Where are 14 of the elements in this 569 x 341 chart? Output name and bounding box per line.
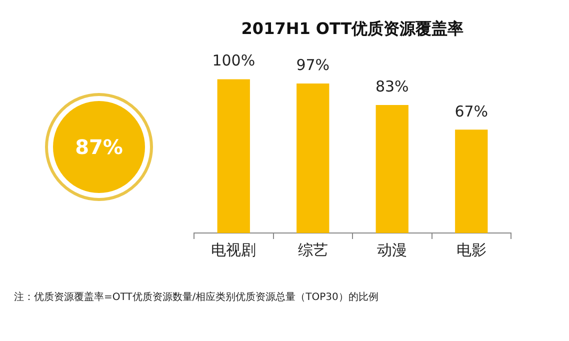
bar <box>376 105 408 233</box>
bar <box>217 79 250 233</box>
chart-title: 2017H1 OTT优质资源覆盖率 <box>241 18 464 38</box>
data-label: 67% <box>454 102 488 120</box>
data-label: 97% <box>296 56 330 74</box>
x-tick-label: 电视剧 <box>211 240 256 259</box>
data-label: 83% <box>375 78 409 96</box>
data-label: 100% <box>212 52 256 70</box>
x-tick-label: 综艺 <box>298 240 328 259</box>
bar <box>296 83 330 233</box>
text: 注：优质资源覆盖率=OTT优质资源数量/相应类别优质资源总量（TOP30）的比例 <box>14 290 378 304</box>
bar <box>455 130 488 233</box>
x-tick-label: 电影 <box>456 240 486 259</box>
x-tick-label: 动漫 <box>377 240 408 259</box>
